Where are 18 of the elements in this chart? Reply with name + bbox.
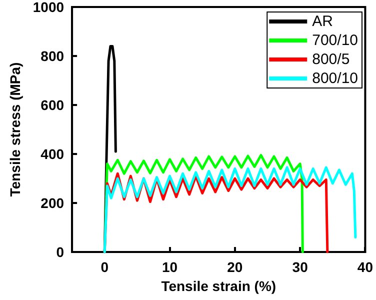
legend-label: 800/5 (312, 51, 350, 68)
x-tick-label: 20 (227, 259, 243, 275)
x-tick-label: 0 (100, 259, 109, 275)
x-tick-label: 40 (357, 259, 374, 275)
y-tick-label: 800 (40, 48, 64, 64)
y-tick-label: 200 (40, 195, 64, 211)
y-tick-label: 400 (40, 146, 64, 162)
y-tick-label: 1000 (32, 0, 64, 15)
x-tick-label: 30 (292, 259, 308, 275)
x-tick-label: 10 (162, 259, 178, 275)
y-axis-title: Tensile stress (MPa) (7, 62, 23, 197)
y-tick-label: 0 (56, 244, 64, 260)
line-series (103, 166, 357, 254)
y-tick-label: 600 (40, 97, 64, 113)
legend-label: 700/10 (312, 32, 358, 49)
x-axis-title: Tensile strain (%) (161, 278, 276, 294)
legend-label: 800/10 (312, 70, 358, 87)
legend-label: AR (312, 13, 334, 30)
